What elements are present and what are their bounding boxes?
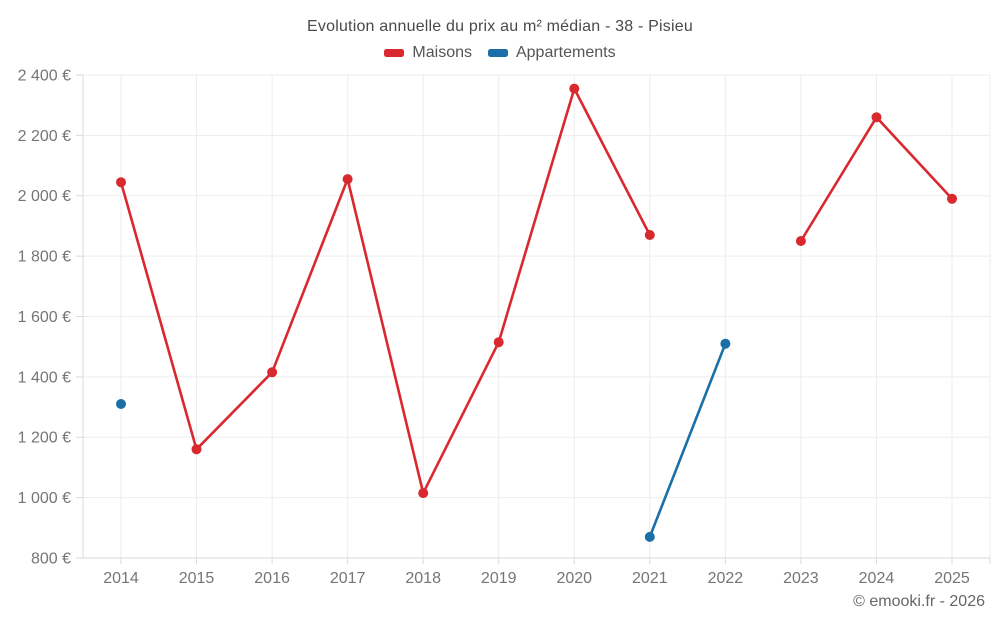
svg-text:2018: 2018	[405, 570, 441, 587]
svg-text:2020: 2020	[556, 570, 592, 587]
svg-text:2024: 2024	[859, 570, 895, 587]
svg-text:1 000 €: 1 000 €	[18, 490, 71, 507]
chart-legend: Maisons Appartements	[0, 44, 1000, 62]
svg-text:2 000 €: 2 000 €	[18, 188, 71, 205]
appartements-swatch-icon	[487, 49, 508, 57]
svg-text:2016: 2016	[254, 570, 290, 587]
legend-label-maisons: Maisons	[412, 44, 472, 61]
footer-credit: © emooki.fr - 2026	[853, 593, 985, 610]
svg-text:800 €: 800 €	[31, 550, 71, 567]
svg-text:2014: 2014	[103, 570, 139, 587]
svg-text:1 800 €: 1 800 €	[18, 249, 71, 266]
svg-text:2021: 2021	[632, 570, 668, 587]
legend-label-appartements: Appartements	[515, 44, 616, 61]
svg-text:2015: 2015	[179, 570, 215, 587]
svg-text:2 200 €: 2 200 €	[18, 128, 71, 145]
svg-text:1 200 €: 1 200 €	[18, 430, 71, 447]
svg-text:2017: 2017	[330, 570, 366, 587]
svg-text:1 600 €: 1 600 €	[18, 309, 71, 326]
svg-text:2023: 2023	[783, 570, 819, 587]
legend-item-maisons: Maisons	[384, 44, 472, 62]
legend-item-appartements: Appartements	[487, 44, 616, 62]
svg-text:2022: 2022	[708, 570, 744, 587]
svg-text:2 400 €: 2 400 €	[18, 67, 71, 84]
maisons-swatch-icon	[384, 49, 405, 57]
chart-title: Evolution annuelle du prix au m² médian …	[307, 18, 693, 35]
svg-text:1 400 €: 1 400 €	[18, 369, 71, 386]
svg-text:2025: 2025	[934, 570, 970, 587]
svg-text:2019: 2019	[481, 570, 517, 587]
